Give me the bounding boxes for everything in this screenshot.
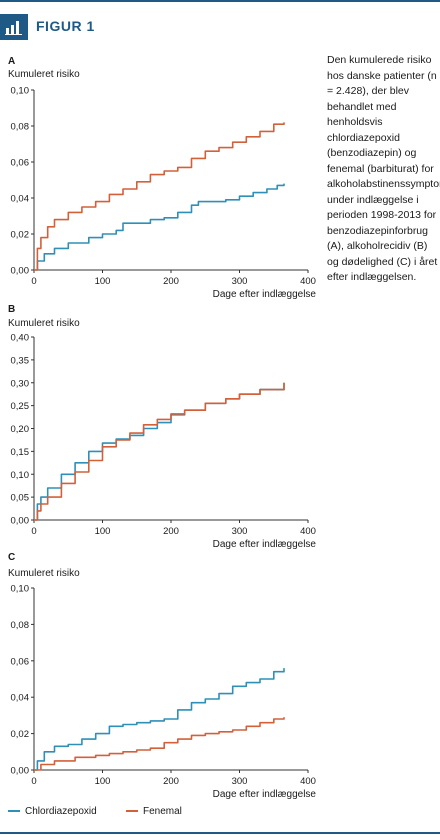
y-tick-label: 0,00 [11,516,30,527]
panel-letter: C [8,552,15,563]
legend-swatch-chlordiazepoxid [8,810,20,813]
x-tick-label: 300 [232,526,248,537]
y-axis-label: Kumuleret risiko [8,318,80,329]
x-tick-label: 100 [95,776,111,787]
x-tick-label: 100 [95,526,111,537]
y-tick-label: 0,40 [11,333,30,344]
x-tick-label: 200 [163,776,179,787]
panel-letter: B [8,304,15,315]
y-tick-label: 0,30 [11,378,30,389]
figure-badge [0,14,28,40]
bottom-rule [0,832,440,834]
series-line-chlordiazepoxid [34,183,285,271]
x-tick-label: 400 [300,276,316,287]
series-line-fenemal [34,717,285,771]
x-tick-label: 300 [232,276,248,287]
figure-header: FIGUR 1 [0,0,440,42]
x-axis-label: Dage efter indlæggelse [213,789,317,800]
x-tick-label: 0 [31,276,36,287]
y-tick-label: 0,06 [11,158,30,169]
y-axis-label: Kumuleret risiko [8,69,80,80]
y-tick-label: 0,15 [11,447,30,458]
y-tick-label: 0,08 [11,122,30,133]
legend-label: Fenemal [143,806,182,817]
x-tick-label: 0 [31,776,36,787]
y-tick-label: 0,10 [11,86,30,97]
bar-chart-icon [5,21,22,35]
y-tick-label: 0,02 [11,729,30,740]
y-tick-label: 0,00 [11,266,30,277]
x-tick-label: 0 [31,526,36,537]
y-tick-label: 0,04 [11,194,30,205]
x-axis-label: Dage efter indlæggelse [213,289,317,300]
x-tick-label: 100 [95,276,111,287]
y-tick-label: 0,10 [11,470,30,481]
y-tick-label: 0,02 [11,230,30,241]
x-tick-label: 200 [163,276,179,287]
x-tick-label: 200 [163,526,179,537]
series-line-chlordiazepoxid [34,382,285,521]
legend-swatch-fenemal [126,810,138,813]
y-tick-label: 0,35 [11,355,30,366]
y-tick-label: 0,08 [11,620,30,631]
panel-letter: A [8,56,15,67]
series-line-fenemal [34,122,285,271]
series-line-fenemal [34,382,285,521]
legend-item-chlordiazepoxid: Chlordiazepoxid [8,806,97,817]
y-tick-label: 0,05 [11,493,30,504]
y-tick-label: 0,00 [11,766,30,777]
x-tick-label: 400 [300,776,316,787]
figure-title: FIGUR 1 [36,18,95,34]
y-tick-label: 0,04 [11,693,30,704]
legend-item-fenemal: Fenemal [126,806,182,817]
y-tick-label: 0,06 [11,656,30,667]
y-tick-label: 0,25 [11,401,30,412]
y-tick-label: 0,20 [11,424,30,435]
x-tick-label: 400 [300,526,316,537]
y-axis-label: Kumuleret risiko [8,568,80,579]
figure-caption: Den kumulerede risiko hos danske patient… [327,54,440,283]
legend-label: Chlordiazepoxid [25,806,97,817]
x-tick-label: 300 [232,776,248,787]
y-tick-label: 0,10 [11,584,30,595]
series-line-chlordiazepoxid [34,668,285,771]
x-axis-label: Dage efter indlæggelse [213,539,317,550]
